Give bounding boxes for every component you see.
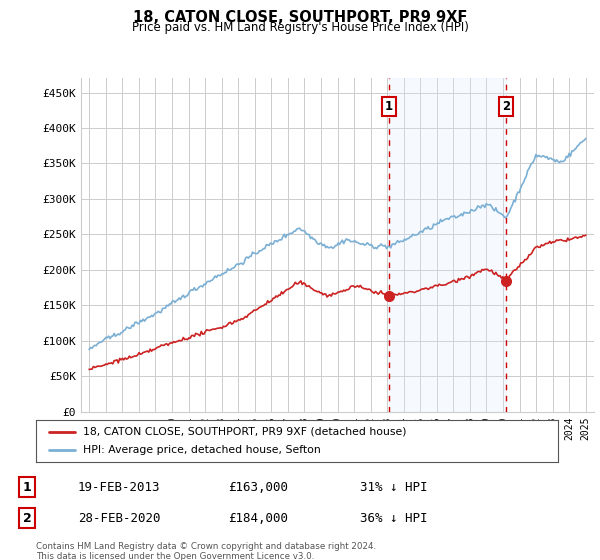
Bar	[389, 78, 506, 412]
Text: 2: 2	[502, 100, 510, 113]
Text: 28-FEB-2020: 28-FEB-2020	[78, 511, 161, 525]
Text: £163,000: £163,000	[228, 480, 288, 494]
Text: 18, CATON CLOSE, SOUTHPORT, PR9 9XF (detached house): 18, CATON CLOSE, SOUTHPORT, PR9 9XF (det…	[83, 427, 406, 437]
Text: 31% ↓ HPI: 31% ↓ HPI	[360, 480, 427, 494]
Text: £184,000: £184,000	[228, 511, 288, 525]
Text: 18, CATON CLOSE, SOUTHPORT, PR9 9XF: 18, CATON CLOSE, SOUTHPORT, PR9 9XF	[133, 10, 467, 25]
Text: 2: 2	[23, 511, 31, 525]
Text: 19-FEB-2013: 19-FEB-2013	[78, 480, 161, 494]
Text: HPI: Average price, detached house, Sefton: HPI: Average price, detached house, Seft…	[83, 445, 321, 455]
Text: Price paid vs. HM Land Registry's House Price Index (HPI): Price paid vs. HM Land Registry's House …	[131, 21, 469, 34]
Text: Contains HM Land Registry data © Crown copyright and database right 2024.
This d: Contains HM Land Registry data © Crown c…	[36, 542, 376, 560]
Text: 1: 1	[23, 480, 31, 494]
Text: 36% ↓ HPI: 36% ↓ HPI	[360, 511, 427, 525]
Text: 1: 1	[385, 100, 393, 113]
